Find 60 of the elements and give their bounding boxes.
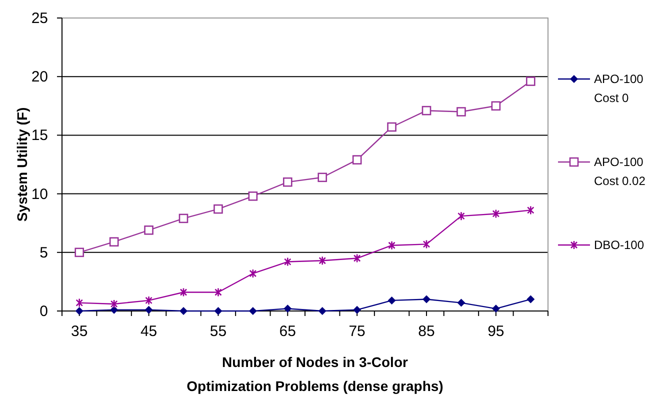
point — [422, 295, 430, 304]
point — [178, 214, 188, 224]
point — [388, 240, 396, 250]
point — [353, 254, 361, 263]
x-tick-label: 35 — [71, 323, 88, 340]
x-tick-label: 55 — [210, 323, 227, 340]
point — [180, 307, 188, 315]
point — [76, 298, 84, 308]
point — [492, 209, 500, 218]
y-tick-label: 20 — [31, 68, 48, 86]
x-tick-label: 95 — [488, 323, 504, 340]
point — [214, 204, 223, 214]
y-tick-label: 10 — [31, 186, 48, 203]
legend-label: DBO-100 — [594, 238, 644, 252]
point — [144, 306, 153, 314]
y-tick-label: 0 — [40, 303, 48, 320]
x-tick-label: 65 — [279, 323, 296, 340]
point — [422, 106, 432, 116]
y-axis-title: System Utility (F) — [14, 107, 30, 222]
point — [457, 298, 466, 307]
point — [110, 299, 118, 309]
point — [318, 172, 328, 182]
x-tick-label: 45 — [140, 323, 158, 340]
point — [387, 122, 396, 132]
point — [352, 155, 362, 164]
point — [318, 256, 326, 266]
legend-label: APO-100 Cost 0 — [594, 72, 644, 105]
point — [145, 296, 152, 306]
point — [75, 307, 84, 315]
point — [109, 237, 119, 246]
point — [458, 211, 465, 221]
point — [180, 288, 188, 297]
point — [284, 257, 292, 266]
point — [526, 206, 534, 215]
point — [248, 191, 258, 201]
point — [388, 296, 396, 304]
point — [284, 304, 292, 313]
point — [422, 240, 430, 249]
point — [110, 306, 118, 314]
point — [249, 268, 257, 278]
point — [353, 306, 362, 314]
point — [214, 307, 222, 315]
y-tick-label: 25 — [31, 10, 48, 27]
point — [248, 307, 257, 315]
y-tick-label: 5 — [40, 244, 48, 262]
point — [456, 107, 466, 116]
x-axis-title: Number of Nodes in 3-Color Optimization Problems (dense graphs) — [186, 354, 444, 394]
legend-label: APO-100 Cost 0.02 — [594, 155, 646, 188]
x-tick-label: 75 — [348, 323, 366, 340]
point — [491, 101, 501, 111]
point — [214, 288, 222, 297]
point — [318, 307, 326, 315]
point — [282, 177, 292, 187]
point — [526, 76, 536, 86]
x-tick-label: 85 — [418, 323, 435, 340]
point — [526, 295, 535, 304]
y-tick-label: 15 — [31, 127, 48, 144]
point — [492, 304, 500, 313]
point — [144, 225, 154, 235]
point — [74, 248, 84, 258]
